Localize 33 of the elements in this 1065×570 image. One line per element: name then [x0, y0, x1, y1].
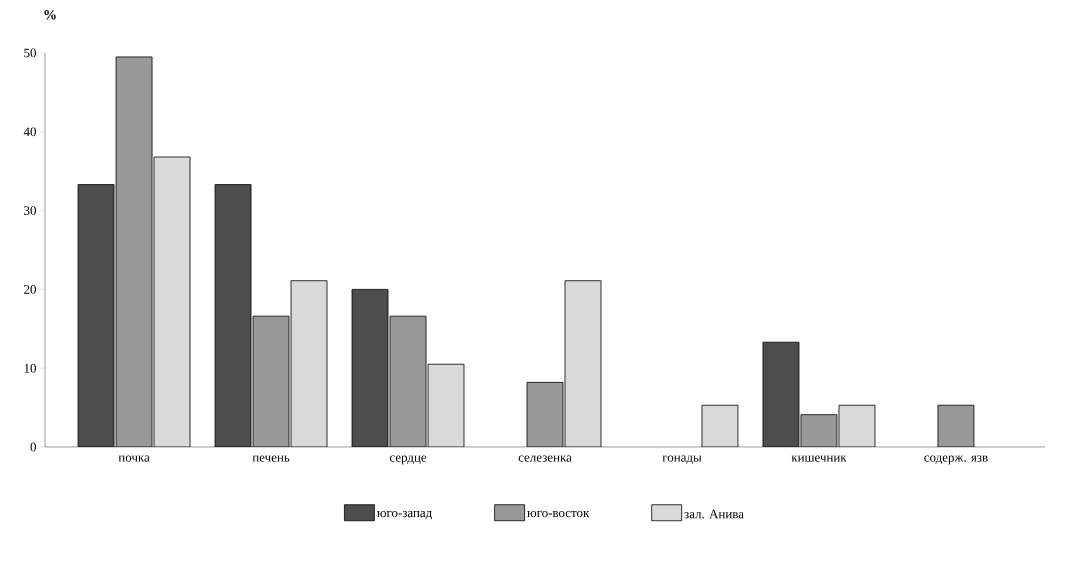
- y-tick-label: 30: [24, 206, 36, 215]
- y-tick-label: 0: [30, 442, 36, 452]
- x-tick-label: почка: [118, 455, 150, 462]
- bar: [115, 56, 153, 447]
- legend-label: юго-восток: [527, 510, 590, 518]
- bar: [290, 280, 328, 447]
- bar: [153, 156, 191, 447]
- x-tick-label: селезенка: [518, 455, 572, 462]
- bar: [351, 288, 389, 447]
- y-tick-label: 50: [24, 48, 36, 58]
- y-tick-label: 40: [23, 127, 36, 137]
- bar: [838, 404, 876, 447]
- x-tick-label: содерж. язв: [924, 455, 988, 465]
- bar: [214, 184, 252, 447]
- bar: [800, 414, 838, 447]
- bar: [252, 315, 290, 447]
- x-tick-label: сердце: [389, 455, 427, 465]
- bar: [701, 404, 739, 447]
- bar: [762, 341, 800, 447]
- legend-label: зал. Анива: [684, 509, 744, 519]
- x-tick-label: гонады: [662, 455, 702, 465]
- bar: [564, 280, 602, 447]
- bar: [427, 363, 465, 447]
- y-tick-label: 10: [24, 363, 36, 373]
- bar: [526, 381, 564, 447]
- y-axis-title: %: [44, 10, 56, 20]
- legend-label: юго-запад: [377, 510, 432, 520]
- y-tick-label: 20: [24, 285, 36, 294]
- bar: [77, 184, 115, 447]
- x-tick-label: печень: [252, 455, 290, 462]
- bar: [937, 404, 975, 447]
- bar: [389, 315, 427, 447]
- x-tick-label: кишечник: [791, 455, 847, 462]
